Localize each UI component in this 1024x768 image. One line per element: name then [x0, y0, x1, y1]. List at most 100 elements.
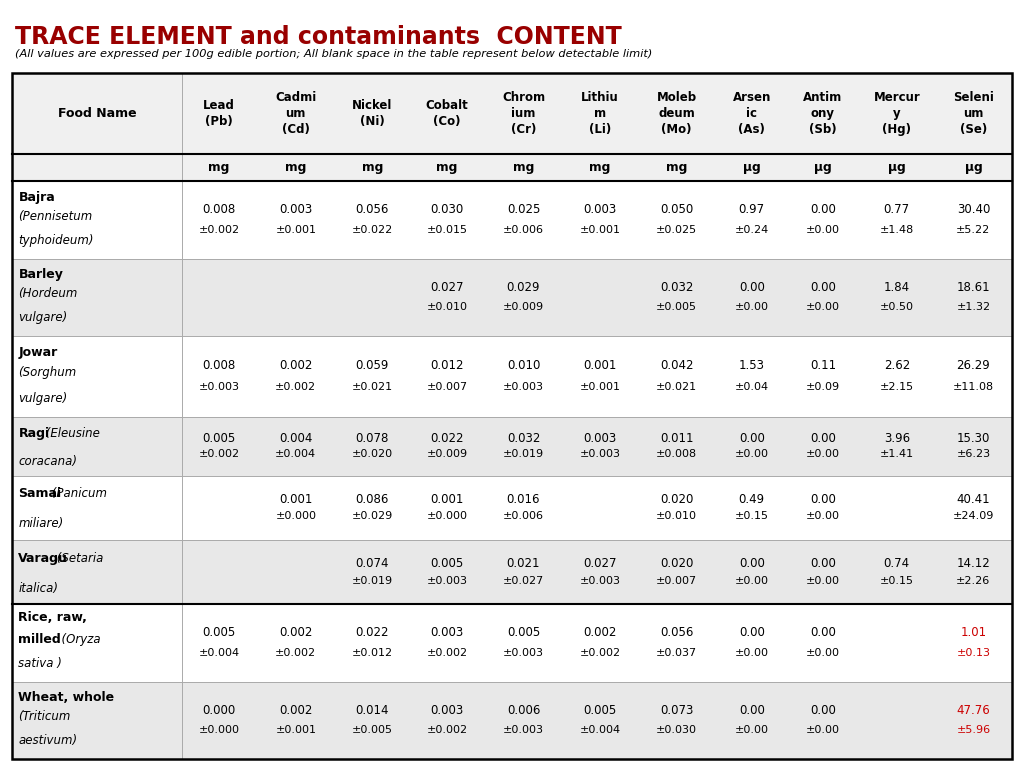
Text: (Setaria: (Setaria — [53, 551, 103, 564]
Text: ±0.008: ±0.008 — [656, 449, 697, 459]
Text: ±0.00: ±0.00 — [806, 511, 840, 521]
Text: vulgare): vulgare) — [18, 311, 68, 324]
Text: sativa ): sativa ) — [18, 657, 62, 670]
Text: 0.086: 0.086 — [355, 493, 389, 506]
Text: ±0.003: ±0.003 — [426, 575, 467, 585]
Bar — [12, 475, 1012, 540]
Text: ±0.005: ±0.005 — [656, 302, 697, 313]
Text: ±11.08: ±11.08 — [953, 382, 994, 392]
Text: Cadmi
um
(Cd): Cadmi um (Cd) — [275, 91, 316, 136]
Text: mg: mg — [436, 161, 458, 174]
Text: ±5.22: ±5.22 — [956, 225, 990, 235]
Text: 0.11: 0.11 — [810, 359, 836, 372]
Text: 0.078: 0.078 — [355, 432, 389, 445]
Text: 0.029: 0.029 — [507, 280, 541, 293]
Text: μg: μg — [965, 161, 982, 174]
Text: ±0.00: ±0.00 — [735, 449, 769, 459]
Text: 0.005: 0.005 — [430, 558, 464, 571]
Text: 26.29: 26.29 — [956, 359, 990, 372]
Text: ±0.004: ±0.004 — [580, 725, 621, 735]
Text: ±0.007: ±0.007 — [426, 382, 467, 392]
Text: 0.003: 0.003 — [584, 204, 616, 217]
Text: 0.00: 0.00 — [738, 558, 765, 571]
Text: ±0.00: ±0.00 — [806, 449, 840, 459]
Text: 14.12: 14.12 — [956, 558, 990, 571]
Bar — [12, 259, 1012, 336]
Text: ±0.003: ±0.003 — [503, 382, 544, 392]
Text: ±0.000: ±0.000 — [199, 725, 240, 735]
Text: ±0.003: ±0.003 — [580, 449, 621, 459]
Text: 0.005: 0.005 — [203, 627, 236, 640]
Text: ±0.002: ±0.002 — [275, 648, 316, 658]
Text: Antim
ony
(Sb): Antim ony (Sb) — [803, 91, 843, 136]
Text: 0.032: 0.032 — [660, 280, 693, 293]
Text: 0.056: 0.056 — [660, 627, 693, 640]
Text: ±0.002: ±0.002 — [580, 648, 621, 658]
Bar — [12, 417, 1012, 475]
Text: 0.002: 0.002 — [280, 627, 312, 640]
Text: 0.059: 0.059 — [355, 359, 389, 372]
Text: ±0.04: ±0.04 — [734, 382, 769, 392]
Text: 0.005: 0.005 — [507, 627, 540, 640]
Text: ±0.010: ±0.010 — [426, 302, 467, 313]
Text: 0.020: 0.020 — [660, 493, 693, 506]
Text: ±0.00: ±0.00 — [806, 575, 840, 585]
Text: Varagu: Varagu — [18, 551, 69, 564]
Text: 0.002: 0.002 — [584, 627, 616, 640]
Text: 0.002: 0.002 — [280, 703, 312, 717]
Text: ±0.021: ±0.021 — [352, 382, 393, 392]
Text: ±0.020: ±0.020 — [352, 449, 393, 459]
Text: 0.001: 0.001 — [280, 493, 312, 506]
Text: Jowar: Jowar — [18, 346, 57, 359]
Text: 0.00: 0.00 — [810, 703, 836, 717]
Text: 0.00: 0.00 — [738, 627, 765, 640]
Text: Ragi: Ragi — [18, 427, 49, 440]
Text: ±1.32: ±1.32 — [956, 302, 990, 313]
Text: ±0.00: ±0.00 — [735, 575, 769, 585]
Text: 0.74: 0.74 — [884, 558, 910, 571]
Text: ±0.00: ±0.00 — [735, 648, 769, 658]
Text: ±6.23: ±6.23 — [956, 449, 990, 459]
Text: ±0.00: ±0.00 — [735, 302, 769, 313]
Text: 0.025: 0.025 — [507, 204, 541, 217]
Text: ±0.000: ±0.000 — [426, 511, 467, 521]
Text: (Panicum: (Panicum — [47, 487, 106, 500]
Text: ±0.006: ±0.006 — [503, 225, 544, 235]
Text: ±0.007: ±0.007 — [656, 575, 697, 585]
Text: ±0.003: ±0.003 — [503, 648, 544, 658]
Text: 0.004: 0.004 — [280, 432, 312, 445]
Text: ±0.15: ±0.15 — [880, 575, 913, 585]
Text: 0.003: 0.003 — [430, 627, 464, 640]
Text: 18.61: 18.61 — [956, 280, 990, 293]
Text: 0.032: 0.032 — [507, 432, 541, 445]
Bar — [12, 154, 1012, 181]
Text: ±0.010: ±0.010 — [656, 511, 697, 521]
Text: Rice, raw,: Rice, raw, — [18, 611, 87, 624]
Text: 0.000: 0.000 — [203, 703, 236, 717]
Text: ±0.021: ±0.021 — [656, 382, 697, 392]
Text: 0.027: 0.027 — [430, 280, 464, 293]
Text: Wheat, whole: Wheat, whole — [18, 691, 115, 703]
Text: 0.022: 0.022 — [430, 432, 464, 445]
Text: ±0.037: ±0.037 — [656, 648, 697, 658]
Text: ±0.009: ±0.009 — [426, 449, 467, 459]
Text: 0.008: 0.008 — [203, 204, 236, 217]
Text: 0.074: 0.074 — [355, 558, 389, 571]
Text: (Pennisetum: (Pennisetum — [18, 210, 93, 223]
Text: 15.30: 15.30 — [956, 432, 990, 445]
Text: mg: mg — [666, 161, 687, 174]
Text: typhoideum): typhoideum) — [18, 234, 94, 247]
Text: 0.008: 0.008 — [203, 359, 236, 372]
Text: (Hordeum: (Hordeum — [18, 286, 78, 300]
Text: ±0.002: ±0.002 — [275, 382, 316, 392]
Text: 0.00: 0.00 — [810, 627, 836, 640]
Text: ±0.029: ±0.029 — [352, 511, 393, 521]
Text: 0.042: 0.042 — [660, 359, 693, 372]
Text: ±0.012: ±0.012 — [352, 648, 393, 658]
Bar — [12, 181, 1012, 259]
Text: ±0.50: ±0.50 — [880, 302, 913, 313]
Text: (Triticum: (Triticum — [18, 710, 71, 723]
Bar — [12, 73, 1012, 759]
Text: 0.001: 0.001 — [430, 493, 464, 506]
Text: ±0.002: ±0.002 — [426, 648, 467, 658]
